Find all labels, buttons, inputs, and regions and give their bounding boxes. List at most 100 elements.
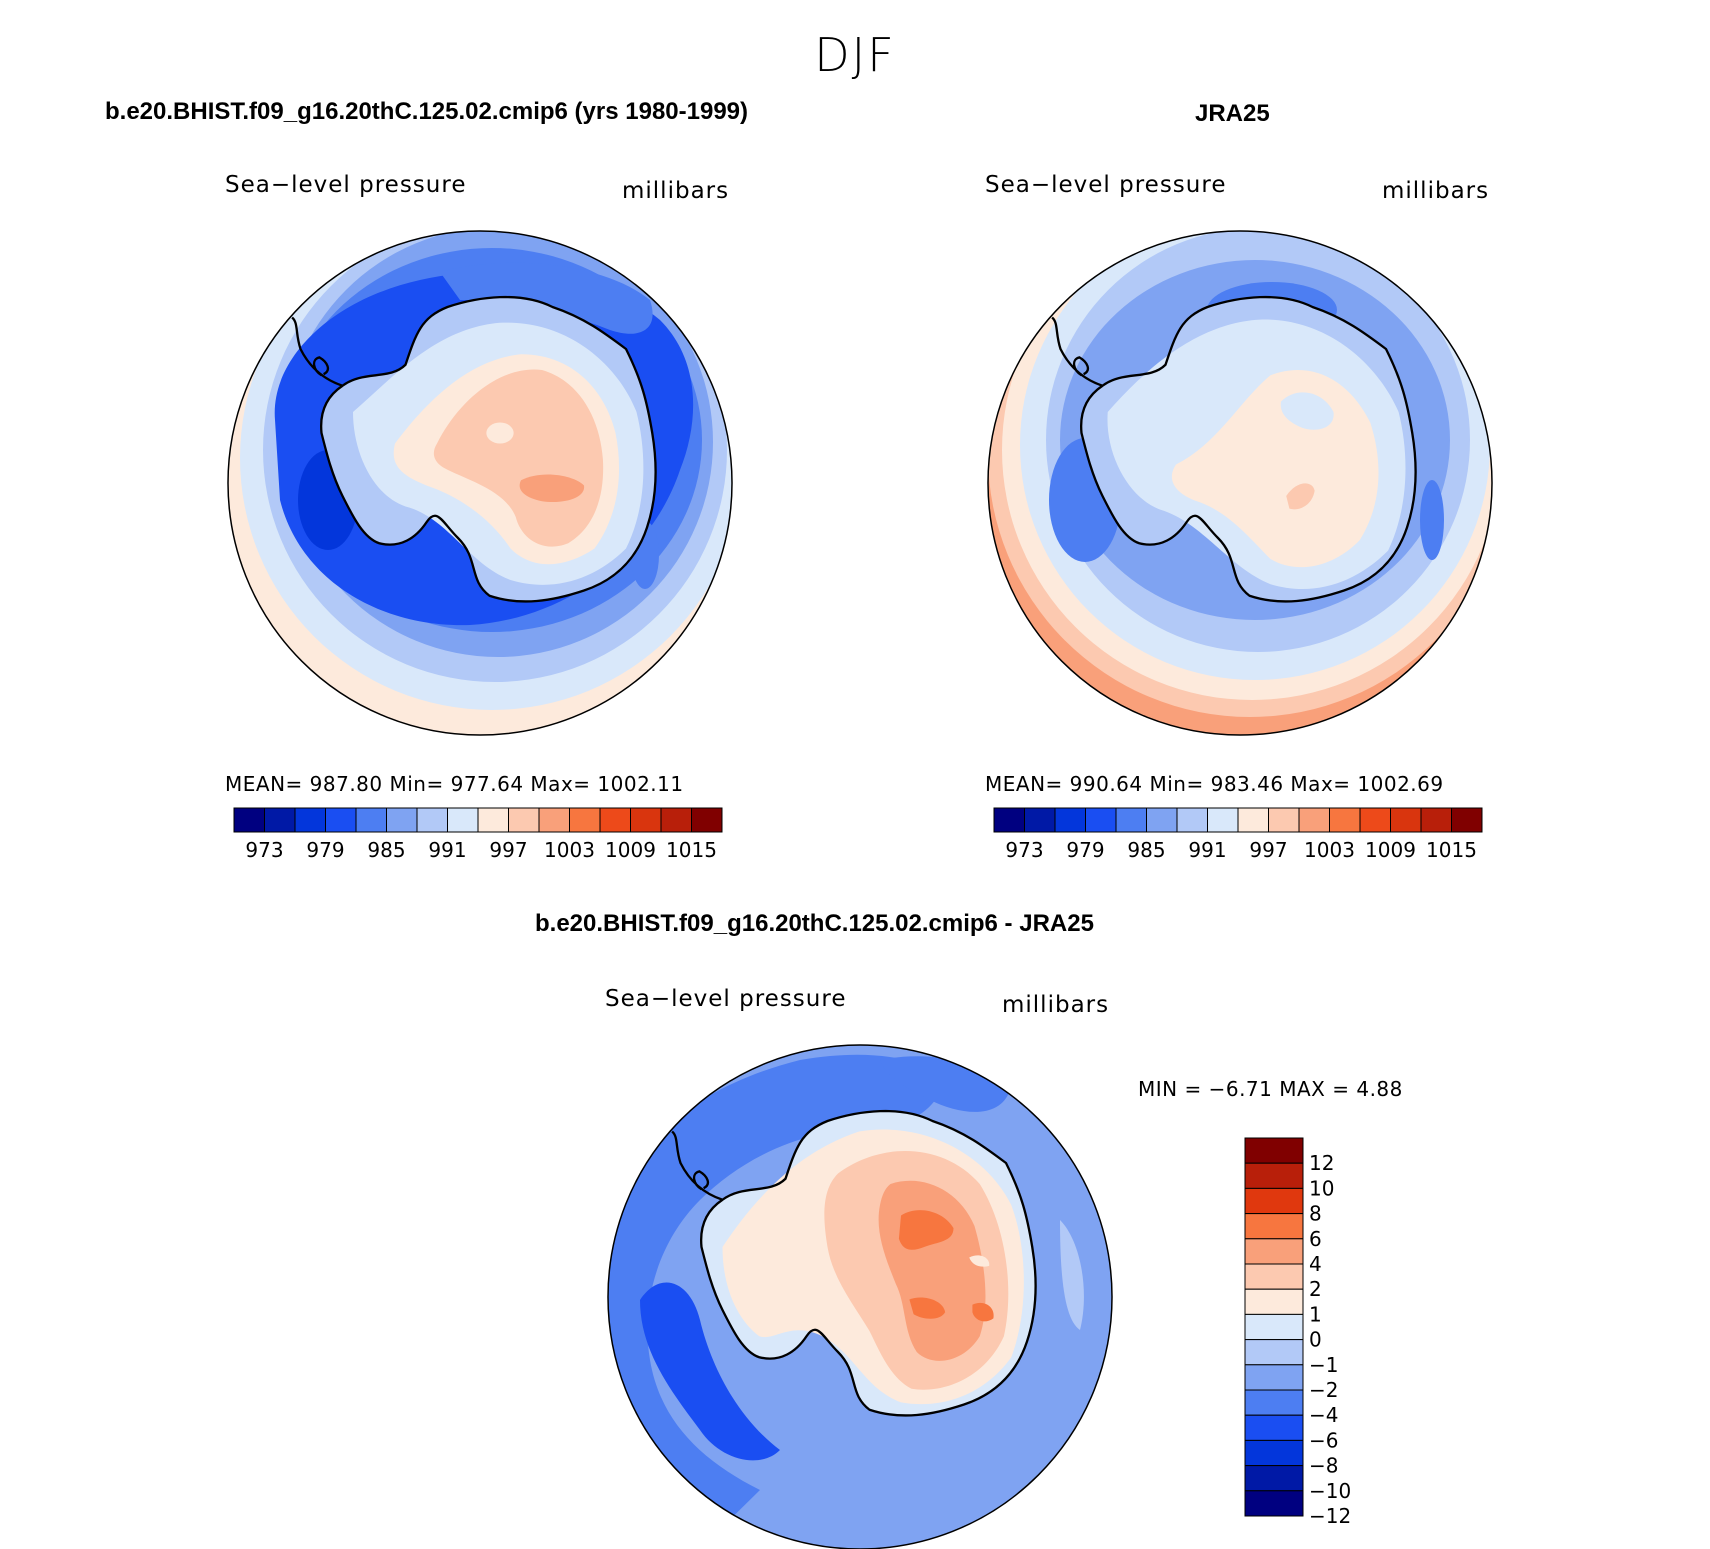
panel1-colorbar-swatch — [325, 807, 357, 833]
panel3-colorbar-swatch — [1244, 1339, 1304, 1366]
panel2-colorbar-tick-label: 985 — [1127, 838, 1165, 862]
panel3-colorbar-tick-label: −12 — [1309, 1504, 1351, 1528]
panel3-colorbar-swatch — [1244, 1288, 1304, 1315]
panel3-colorbar-tick-label: 1 — [1309, 1302, 1322, 1326]
panel2-field-label: Sea−level pressure — [985, 172, 1227, 198]
panel1-colorbar-swatch — [660, 807, 692, 833]
panel2-colorbar-swatch — [1085, 807, 1117, 833]
panel3-field-label: Sea−level pressure — [605, 986, 847, 1012]
panel2-map — [988, 231, 1492, 735]
panel3-colorbar-tick-label: 4 — [1309, 1252, 1322, 1276]
panel2-colorbar-swatch — [1268, 807, 1300, 833]
panel2-colorbar-tick-label: 979 — [1066, 838, 1104, 862]
panel2-colorbar-swatch — [1054, 807, 1086, 833]
panel1-colorbar-tick-label: 991 — [428, 838, 466, 862]
panel2-title: JRA25 — [1195, 100, 1270, 127]
panel2-colorbar-tick-label: 997 — [1249, 838, 1287, 862]
panel2-colorbar-swatch — [1329, 807, 1361, 833]
panel1-colorbar-swatch — [630, 807, 662, 833]
panel1-colorbar-tick-label: 979 — [306, 838, 344, 862]
panel3-colorbar-swatch — [1244, 1364, 1304, 1391]
panel3-units-label: millibars — [1002, 992, 1110, 1018]
panel2-colorbar-swatch — [1359, 807, 1391, 833]
panel2-colorbar-tick-label: 973 — [1005, 838, 1043, 862]
season-title: DJF — [814, 28, 896, 82]
panel1-colorbar-swatch — [691, 807, 723, 833]
panel2-map-border — [987, 230, 1493, 736]
panel1-colorbar-swatch — [264, 807, 296, 833]
panel3-colorbar-swatch — [1244, 1263, 1304, 1290]
panel1-colorbar-swatch — [508, 807, 540, 833]
panel1-colorbar-swatch — [386, 807, 418, 833]
panel1-map — [228, 231, 732, 735]
panel3-colorbar-tick-label: −2 — [1309, 1378, 1338, 1402]
panel3-colorbar-swatch — [1244, 1490, 1304, 1517]
panel3-colorbar-swatch — [1244, 1213, 1304, 1240]
panel1-colorbar-swatch — [416, 807, 448, 833]
panel3-colorbar-swatch — [1244, 1187, 1304, 1215]
panel2-colorbar-swatch — [1298, 807, 1330, 833]
panel3-colorbar-tick-label: 10 — [1309, 1176, 1334, 1200]
panel3-colorbar-swatch — [1244, 1313, 1304, 1341]
panel2-units-label: millibars — [1382, 178, 1490, 204]
panel3-colorbar-tick-label: 2 — [1309, 1277, 1322, 1301]
panel1-colorbar-tick-label: 997 — [489, 838, 527, 862]
panel1-colorbar-tick-label: 1003 — [544, 838, 595, 862]
panel3-title: b.e20.BHIST.f09_g16.20thC.125.02.cmip6 -… — [535, 910, 1094, 937]
panel3-colorbar-swatch — [1244, 1465, 1304, 1492]
panel3-colorbar-tick-label: −1 — [1309, 1353, 1338, 1377]
panel1-colorbar-swatch — [447, 807, 479, 833]
panel1-title: b.e20.BHIST.f09_g16.20thC.125.02.cmip6 (… — [105, 98, 749, 125]
panel3-colorbar-tick-label: −8 — [1309, 1454, 1338, 1478]
panel2-colorbar-swatch — [993, 807, 1025, 833]
panel1-colorbar-swatch — [477, 807, 509, 833]
panel2-colorbar-swatch — [1146, 807, 1178, 833]
panel3-colorbar-swatch — [1244, 1414, 1304, 1441]
panel1-colorbar-tick-label: 985 — [367, 838, 405, 862]
panel2-colorbar-swatch — [1176, 807, 1208, 833]
panel3-colorbar-tick-label: −6 — [1309, 1428, 1338, 1452]
panel3-minmax: MIN = −6.71 MAX = 4.88 — [1138, 1077, 1403, 1101]
panel1-colorbar-swatch — [569, 807, 601, 833]
panel3-colorbar-swatch — [1244, 1238, 1304, 1265]
panel3-colorbar-swatch — [1244, 1162, 1304, 1189]
panel2-colorbar-tick-label: 1003 — [1304, 838, 1355, 862]
panel3-colorbar-swatch — [1244, 1389, 1304, 1416]
panel1-colorbar-tick-label: 1009 — [605, 838, 656, 862]
panel1-colorbar: 973 979 985 991 997 1003 1009 1015 — [233, 807, 723, 862]
panel2-stats: MEAN= 990.64 Min= 983.46 Max= 1002.69 — [985, 772, 1444, 796]
panel3-colorbar-swatch — [1244, 1439, 1304, 1467]
panel1-units-label: millibars — [622, 178, 730, 204]
panel3-colorbar-tick-label: 12 — [1309, 1151, 1334, 1175]
panel1-colorbar-swatch — [294, 807, 326, 833]
panel1-colorbar-tick-label: 1015 — [666, 838, 717, 862]
panel2-colorbar-swatch — [1115, 807, 1147, 833]
panel2-colorbar-tick-label: 1015 — [1426, 838, 1477, 862]
panel1-colorbar-swatch — [355, 807, 387, 833]
panel2-colorbar-swatch — [1390, 807, 1422, 833]
panel1-colorbar-tick-label: 973 — [245, 838, 283, 862]
panel2-colorbar: 973 979 985 991 997 1003 1009 1015 — [993, 807, 1483, 862]
panel2-colorbar-swatch — [1237, 807, 1269, 833]
panel1-map-border — [227, 230, 733, 736]
panel3-colorbar-tick-label: 8 — [1309, 1202, 1322, 1226]
panel3-colorbar-tick-label: −10 — [1309, 1479, 1351, 1503]
panel2-colorbar-swatch — [1024, 807, 1056, 833]
panel3-colorbar-swatch — [1244, 1137, 1304, 1164]
panel2-colorbar-swatch — [1207, 807, 1239, 833]
panel3-map-border — [607, 1044, 1113, 1549]
panel3-colorbar-tick-label: 0 — [1309, 1328, 1322, 1352]
panel1-colorbar-swatch — [538, 807, 570, 833]
panel1-colorbar-swatch — [599, 807, 631, 833]
panel2-colorbar-swatch — [1451, 807, 1483, 833]
panel3-colorbar-tick-label: 6 — [1309, 1227, 1322, 1251]
panel2-colorbar-swatch — [1420, 807, 1452, 833]
panel3-colorbar-tick-label: −4 — [1309, 1403, 1338, 1427]
panel2-colorbar-tick-label: 1009 — [1365, 838, 1416, 862]
panel1-colorbar-swatch — [233, 807, 265, 833]
panel1-stats: MEAN= 987.80 Min= 977.64 Max= 1002.11 — [225, 772, 684, 796]
panel2-colorbar-tick-label: 991 — [1188, 838, 1226, 862]
panel1-field-label: Sea−level pressure — [225, 172, 467, 198]
